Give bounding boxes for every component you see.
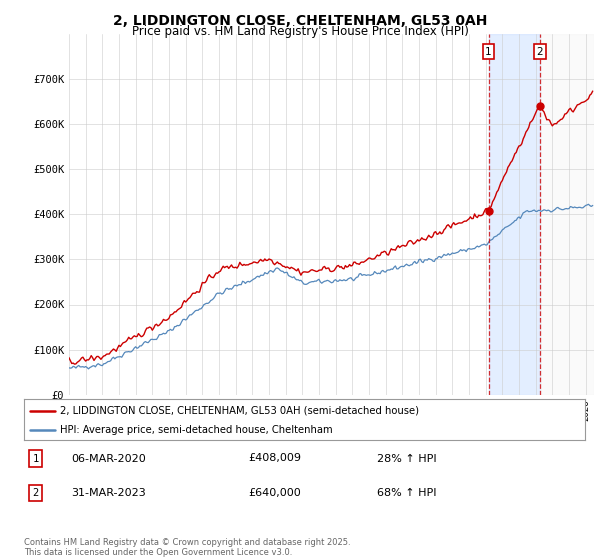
Text: 1: 1 (32, 454, 38, 464)
Text: £640,000: £640,000 (248, 488, 301, 498)
Text: 31-MAR-2023: 31-MAR-2023 (71, 488, 146, 498)
Text: £408,009: £408,009 (248, 454, 301, 464)
Text: 06-MAR-2020: 06-MAR-2020 (71, 454, 146, 464)
Bar (540, 34, 594, 395)
Text: HPI: Average price, semi-detached house, Cheltenham: HPI: Average price, semi-detached house,… (61, 424, 333, 435)
Text: 2, LIDDINGTON CLOSE, CHELTENHAM, GL53 0AH (semi-detached house): 2, LIDDINGTON CLOSE, CHELTENHAM, GL53 0A… (61, 405, 419, 416)
Bar (488, 34, 540, 395)
Text: 2: 2 (32, 488, 38, 498)
Text: 68% ↑ HPI: 68% ↑ HPI (377, 488, 437, 498)
Text: 28% ↑ HPI: 28% ↑ HPI (377, 454, 437, 464)
Text: 2: 2 (536, 46, 543, 57)
Text: 1: 1 (485, 46, 492, 57)
Text: Contains HM Land Registry data © Crown copyright and database right 2025.
This d: Contains HM Land Registry data © Crown c… (24, 538, 350, 557)
Text: Price paid vs. HM Land Registry's House Price Index (HPI): Price paid vs. HM Land Registry's House … (131, 25, 469, 38)
Bar (540, 34, 594, 395)
Text: 2, LIDDINGTON CLOSE, CHELTENHAM, GL53 0AH: 2, LIDDINGTON CLOSE, CHELTENHAM, GL53 0A… (113, 14, 487, 28)
